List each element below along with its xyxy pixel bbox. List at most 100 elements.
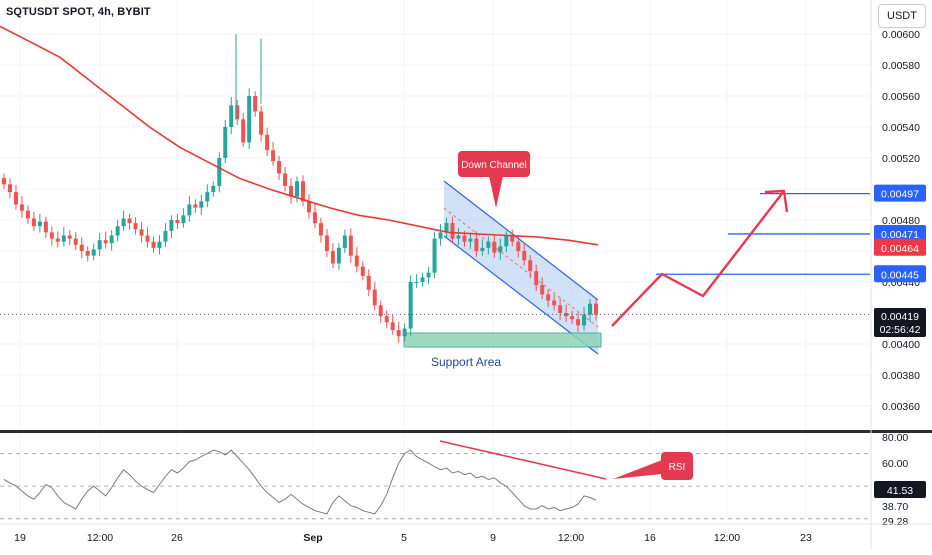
price-label-ma: 0.00464 — [881, 243, 919, 255]
price-label-0.00471: 0.00471 — [881, 229, 919, 241]
candle-body — [324, 235, 329, 251]
candle-body — [157, 241, 162, 248]
candle-body — [534, 271, 539, 286]
candle-body — [594, 303, 598, 315]
candle-body — [456, 235, 461, 239]
candle-body — [73, 238, 78, 245]
candle-body — [318, 223, 323, 236]
candle-body — [468, 238, 473, 242]
candle-body — [175, 220, 180, 224]
candle-body — [396, 330, 401, 337]
candle-body — [450, 223, 455, 239]
candle-body — [145, 235, 150, 242]
candle-body — [354, 255, 359, 267]
candle-body — [229, 105, 234, 127]
candle-body — [49, 232, 54, 239]
chart-title: SQTUSDT SPOT, 4h, BYBIT — [6, 6, 151, 18]
candle-body — [306, 201, 311, 213]
candle-body — [25, 210, 30, 219]
candle-body — [271, 150, 276, 162]
x-tick-label: 23 — [800, 532, 812, 544]
candle-body — [474, 238, 479, 251]
candle-body — [127, 218, 132, 224]
candle-body — [576, 319, 581, 326]
price-label-0.00445-box — [874, 265, 926, 283]
currency-button[interactable]: USDT — [878, 4, 926, 28]
candle-body — [558, 305, 563, 313]
y-tick-label: 0.00560 — [882, 91, 920, 103]
channel-upper-line — [443, 180, 599, 301]
candle-body — [277, 161, 282, 174]
support-area-label: Support Area — [431, 355, 501, 369]
rsi-value-box — [874, 481, 926, 498]
candle-body — [55, 238, 60, 242]
candle-body — [516, 241, 521, 251]
candle-body — [348, 235, 353, 256]
candle-body — [133, 223, 138, 230]
candle-body — [432, 238, 437, 273]
y-tick-label: 0.00400 — [882, 339, 920, 351]
candle-body — [420, 277, 425, 282]
candle-body — [199, 201, 204, 208]
x-tick-label: 16 — [644, 532, 656, 544]
candle-body — [115, 226, 120, 236]
x-tick-label: 5 — [401, 532, 407, 544]
price-label-0.00497-box — [874, 184, 926, 202]
candle-body — [312, 212, 317, 224]
candle-body — [211, 185, 216, 193]
x-tick-label: 19 — [14, 532, 26, 544]
down-channel-label: Down Channel — [461, 160, 527, 171]
candle-body — [193, 204, 198, 208]
candle-body — [217, 158, 222, 186]
candle-body — [570, 316, 575, 320]
candle-body — [67, 235, 72, 239]
down-channel-callout: Down Channel — [458, 151, 530, 208]
candle-body — [510, 235, 515, 242]
candle-body — [402, 328, 407, 337]
rsi-divergence-line — [439, 440, 607, 480]
rsi-y-tick-label: 29.28 — [882, 516, 908, 528]
candle-body — [366, 275, 371, 290]
candle-body — [61, 235, 66, 242]
candle-body — [31, 218, 36, 227]
candle-body — [253, 96, 258, 112]
candle-body — [109, 235, 114, 244]
candle-body — [426, 272, 431, 278]
last-price-box — [874, 308, 926, 337]
pane-separator — [0, 430, 932, 433]
y-tick-label: 0.00360 — [882, 401, 920, 413]
price-label-0.00471-box — [874, 224, 926, 242]
candle-body — [37, 221, 42, 227]
candle-body — [492, 241, 497, 253]
candle-body — [97, 240, 102, 250]
candle-body — [121, 218, 126, 227]
candle-body — [265, 134, 270, 151]
candle-body — [85, 251, 90, 256]
candle-body — [528, 260, 533, 272]
x-tick-label: Sep — [303, 532, 322, 544]
y-tick-label: 0.00480 — [882, 215, 920, 227]
candle-body — [241, 119, 246, 143]
candle-body — [139, 229, 144, 236]
candle-body — [336, 247, 341, 264]
y-tick-label: 0.00520 — [882, 153, 920, 165]
x-tick-label: 9 — [490, 532, 496, 544]
candle-body — [163, 230, 168, 242]
candle-body — [444, 223, 449, 233]
candle-body — [259, 111, 264, 135]
candle-body — [151, 241, 156, 248]
price-label-0.00497: 0.00497 — [881, 189, 919, 201]
candle-body — [300, 181, 305, 202]
projection-arrowhead — [764, 189, 789, 213]
last-price-label: 0.00419 — [881, 311, 919, 323]
x-tick-label: 12:00 — [558, 532, 584, 544]
candle-body — [540, 285, 545, 295]
rsi-value-label: 41.53 — [887, 485, 913, 497]
candle-body — [504, 235, 509, 247]
x-tick-label: 26 — [171, 532, 183, 544]
support-area-box — [403, 332, 602, 348]
candle-body — [283, 173, 288, 186]
candle-body — [462, 235, 467, 242]
price-label-ma-box — [874, 238, 926, 256]
